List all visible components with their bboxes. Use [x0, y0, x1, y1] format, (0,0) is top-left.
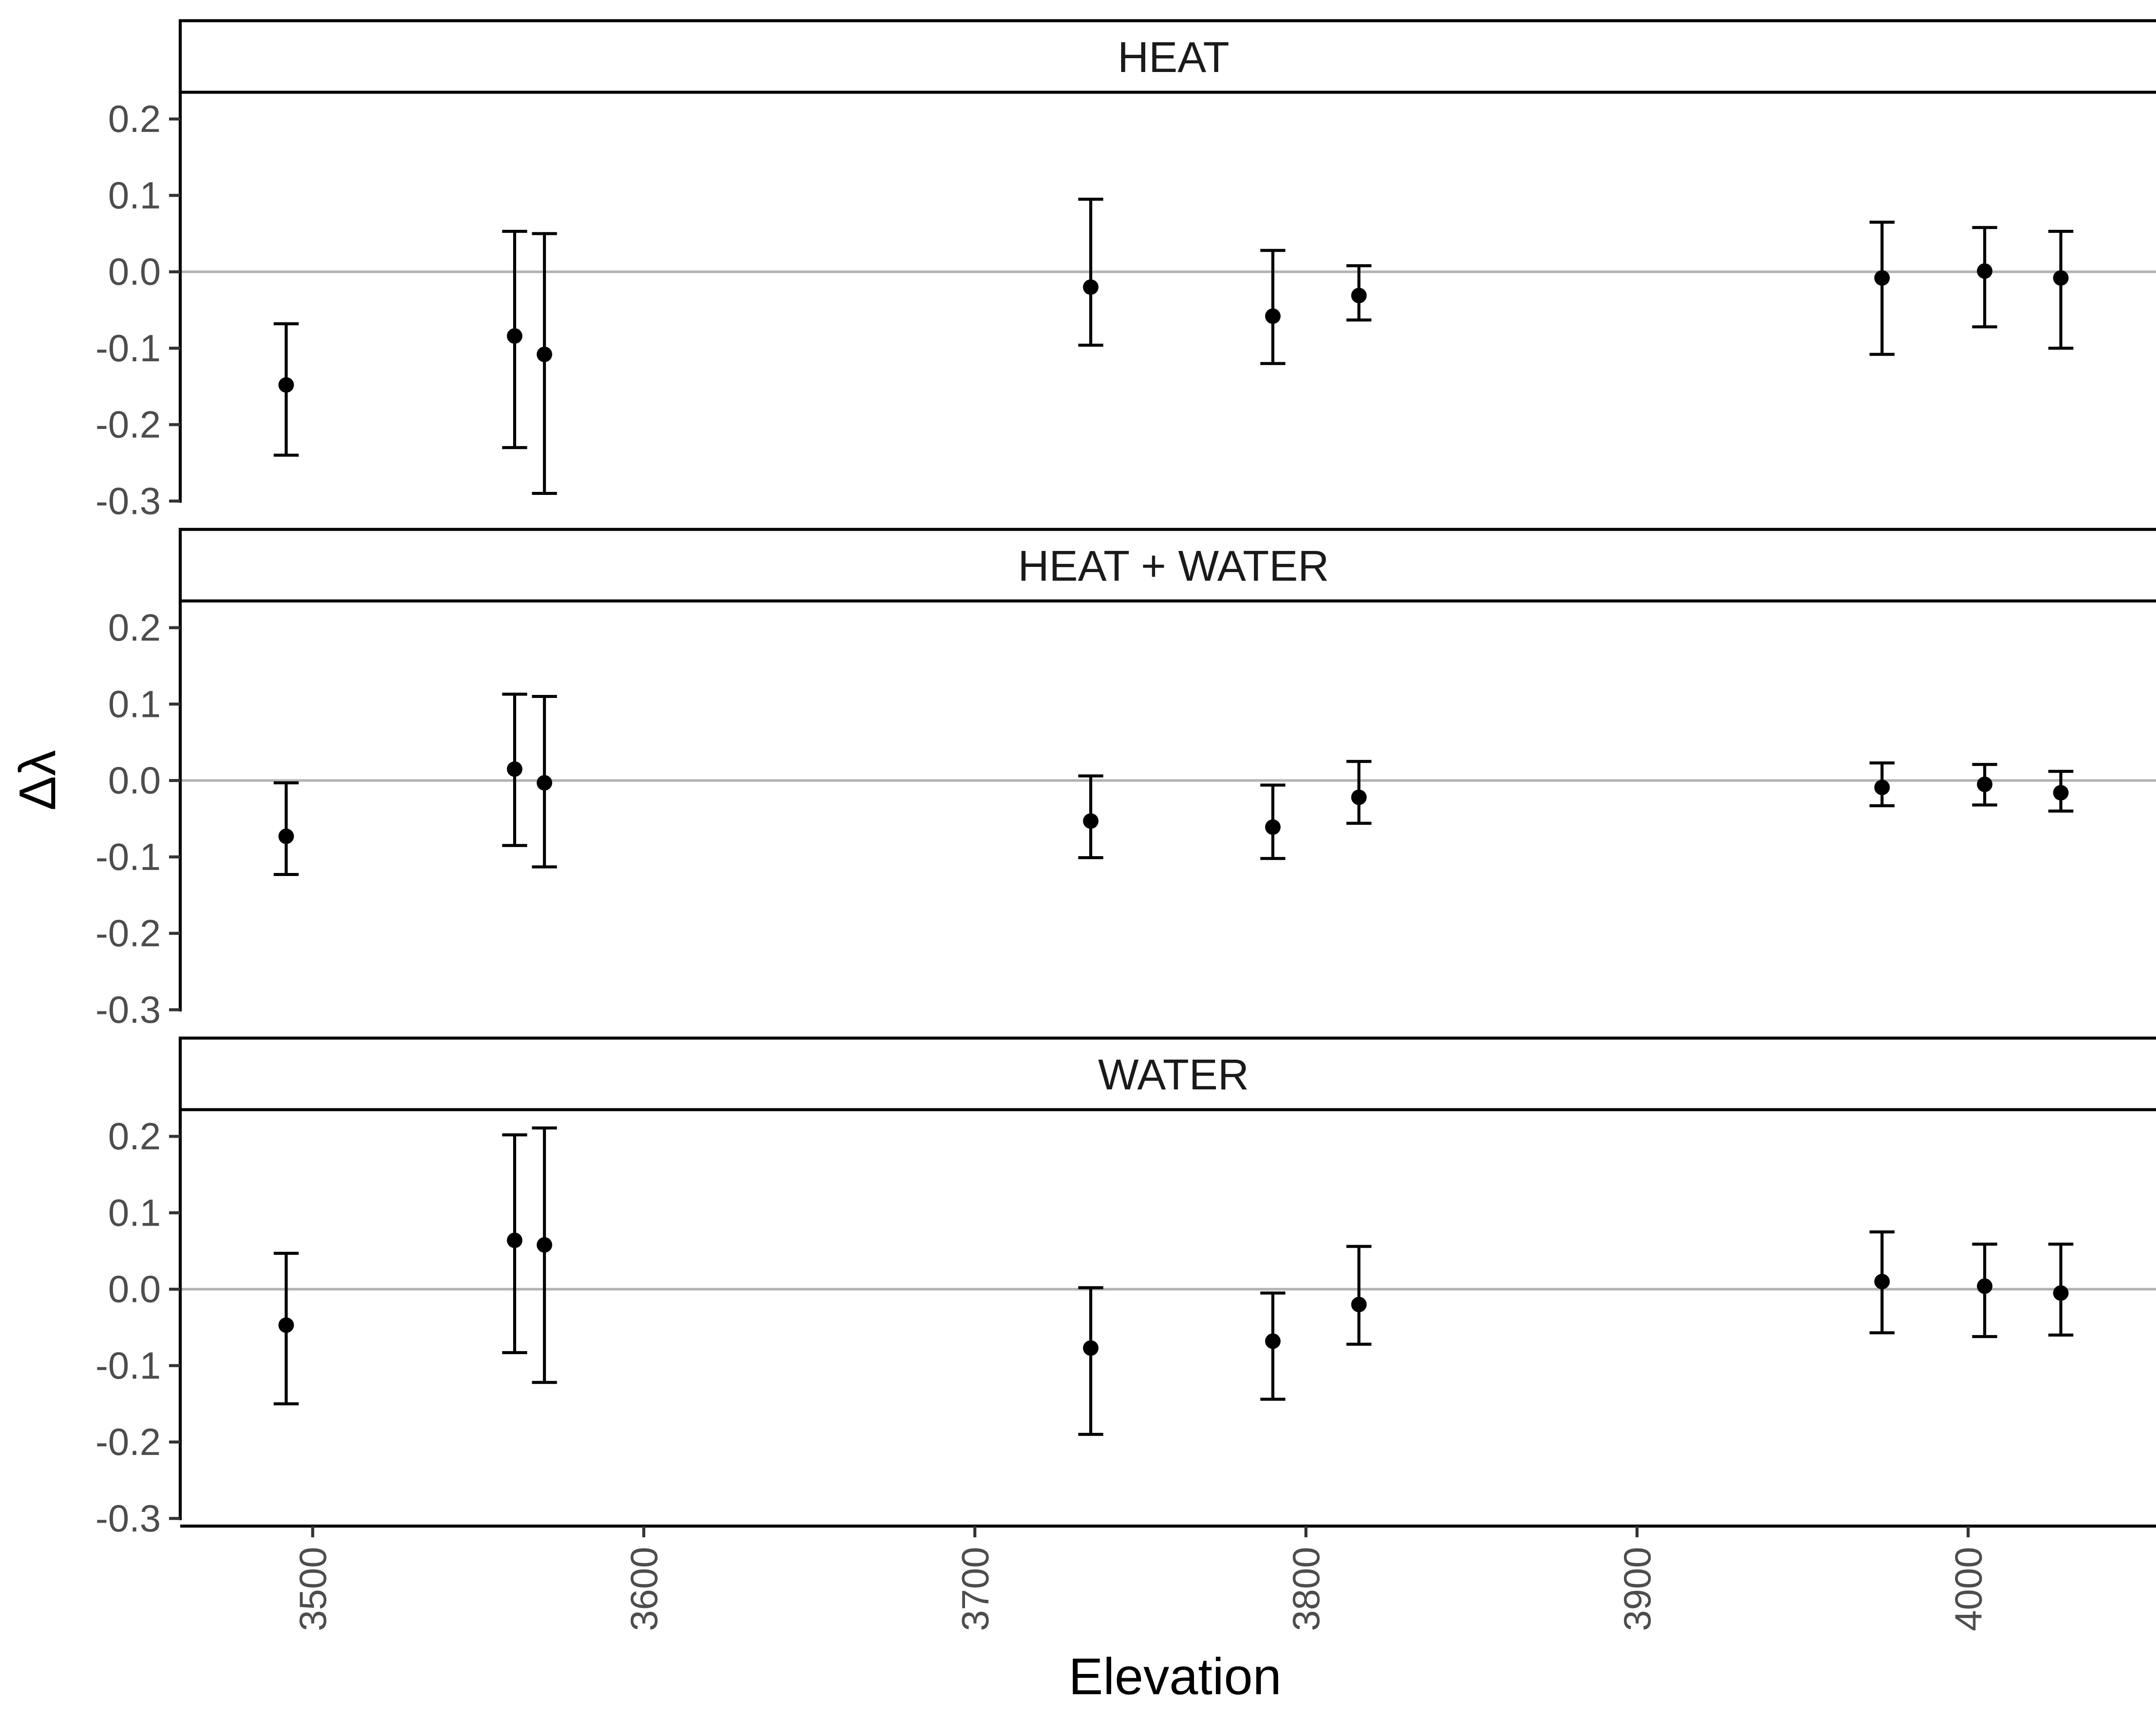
data-point	[507, 761, 523, 777]
y-tick-label: 0.2	[108, 606, 161, 649]
data-point	[536, 1237, 552, 1253]
error-bar	[532, 1126, 557, 1384]
data-point	[507, 1233, 523, 1248]
error-bar	[2048, 230, 2074, 350]
data-point	[278, 377, 294, 393]
facet-title: HEAT + WATER	[1018, 542, 1329, 590]
data-point	[1351, 1296, 1367, 1312]
data-point	[1874, 1273, 1890, 1289]
error-bar	[1346, 1245, 1372, 1346]
y-tick-label: -0.3	[95, 1497, 161, 1539]
data-point	[1265, 1333, 1281, 1349]
data-point	[278, 828, 294, 844]
data-point	[1351, 789, 1367, 805]
y-tick-label: -0.2	[95, 403, 161, 446]
x-tick-label: 3700	[954, 1547, 997, 1631]
data-point	[278, 1317, 294, 1333]
error-bar	[1078, 1286, 1103, 1436]
y-axis-title: Δλ	[9, 750, 66, 810]
y-tick-label: 0.0	[108, 1268, 161, 1311]
error-bar	[1078, 197, 1103, 347]
x-tick-label: 4000	[1947, 1547, 1990, 1631]
y-tick-label: -0.3	[95, 988, 161, 1031]
error-bar	[1260, 249, 1285, 365]
y-tick-label: -0.2	[95, 912, 161, 954]
data-point	[536, 346, 552, 362]
facet-strip	[179, 19, 2156, 94]
y-tick-label: 0.1	[108, 1191, 161, 1234]
data-point	[1977, 263, 1993, 279]
x-axis: 3500 3600 3700 3800 3900 4000	[291, 1526, 1990, 1631]
data-point	[1083, 279, 1099, 295]
y-tick-label: -0.1	[95, 835, 161, 878]
y-tick-label: 0.2	[108, 97, 161, 140]
y-tick-label: 0.1	[108, 174, 161, 216]
data-point	[2053, 785, 2069, 801]
y-tick-label: -0.3	[95, 479, 161, 522]
data-point	[1874, 270, 1890, 286]
data-point	[1977, 776, 1993, 792]
error-bar	[532, 232, 557, 495]
x-tick-label: 3800	[1285, 1547, 1328, 1631]
x-tick-label: 3900	[1616, 1547, 1658, 1631]
y-tick-label: -0.1	[95, 327, 161, 369]
data-point	[2053, 270, 2069, 286]
y-tick-label: -0.1	[95, 1344, 161, 1387]
data-point	[1083, 813, 1099, 829]
data-point	[1083, 1340, 1099, 1356]
data-point	[536, 775, 552, 791]
data-point	[1874, 779, 1890, 795]
error-bar	[1869, 220, 1895, 356]
data-point	[1265, 819, 1281, 835]
data-point	[1265, 308, 1281, 324]
facet-strip	[179, 1036, 2156, 1111]
facet-panel-1: HEAT 0.2 0.1 0.0 -0.1 -0.2 -0.3	[95, 19, 2156, 522]
panels-layer: HEAT 0.2 0.1 0.0 -0.1 -0.2 -0.3 HEAT + WATER 0.2…	[95, 19, 2156, 1539]
data-point	[2053, 1285, 2069, 1301]
y-tick-label: 0.0	[108, 759, 161, 802]
data-point	[1351, 288, 1367, 303]
facet-title: WATER	[1098, 1051, 1249, 1099]
data-point	[1977, 1278, 1993, 1294]
y-tick-label: 0.1	[108, 682, 161, 725]
y-tick-label: -0.2	[95, 1420, 161, 1463]
facet-strip	[179, 528, 2156, 603]
x-tick-label: 3500	[291, 1547, 334, 1631]
y-tick-label: 0.0	[108, 250, 161, 293]
facet-panel-2: HEAT + WATER 0.2 0.1 0.0 -0.1 -0.2 -0.3	[95, 528, 2156, 1031]
x-tick-label: 3600	[623, 1547, 665, 1631]
data-point	[507, 328, 523, 344]
facet-title: HEAT	[1118, 33, 1229, 81]
y-tick-label: 0.2	[108, 1115, 161, 1158]
facet-panel-3: WATER 0.2 0.1 0.0 -0.1 -0.2 -0.3	[95, 1036, 2156, 1539]
x-axis-title: Elevation	[1069, 1648, 1282, 1705]
